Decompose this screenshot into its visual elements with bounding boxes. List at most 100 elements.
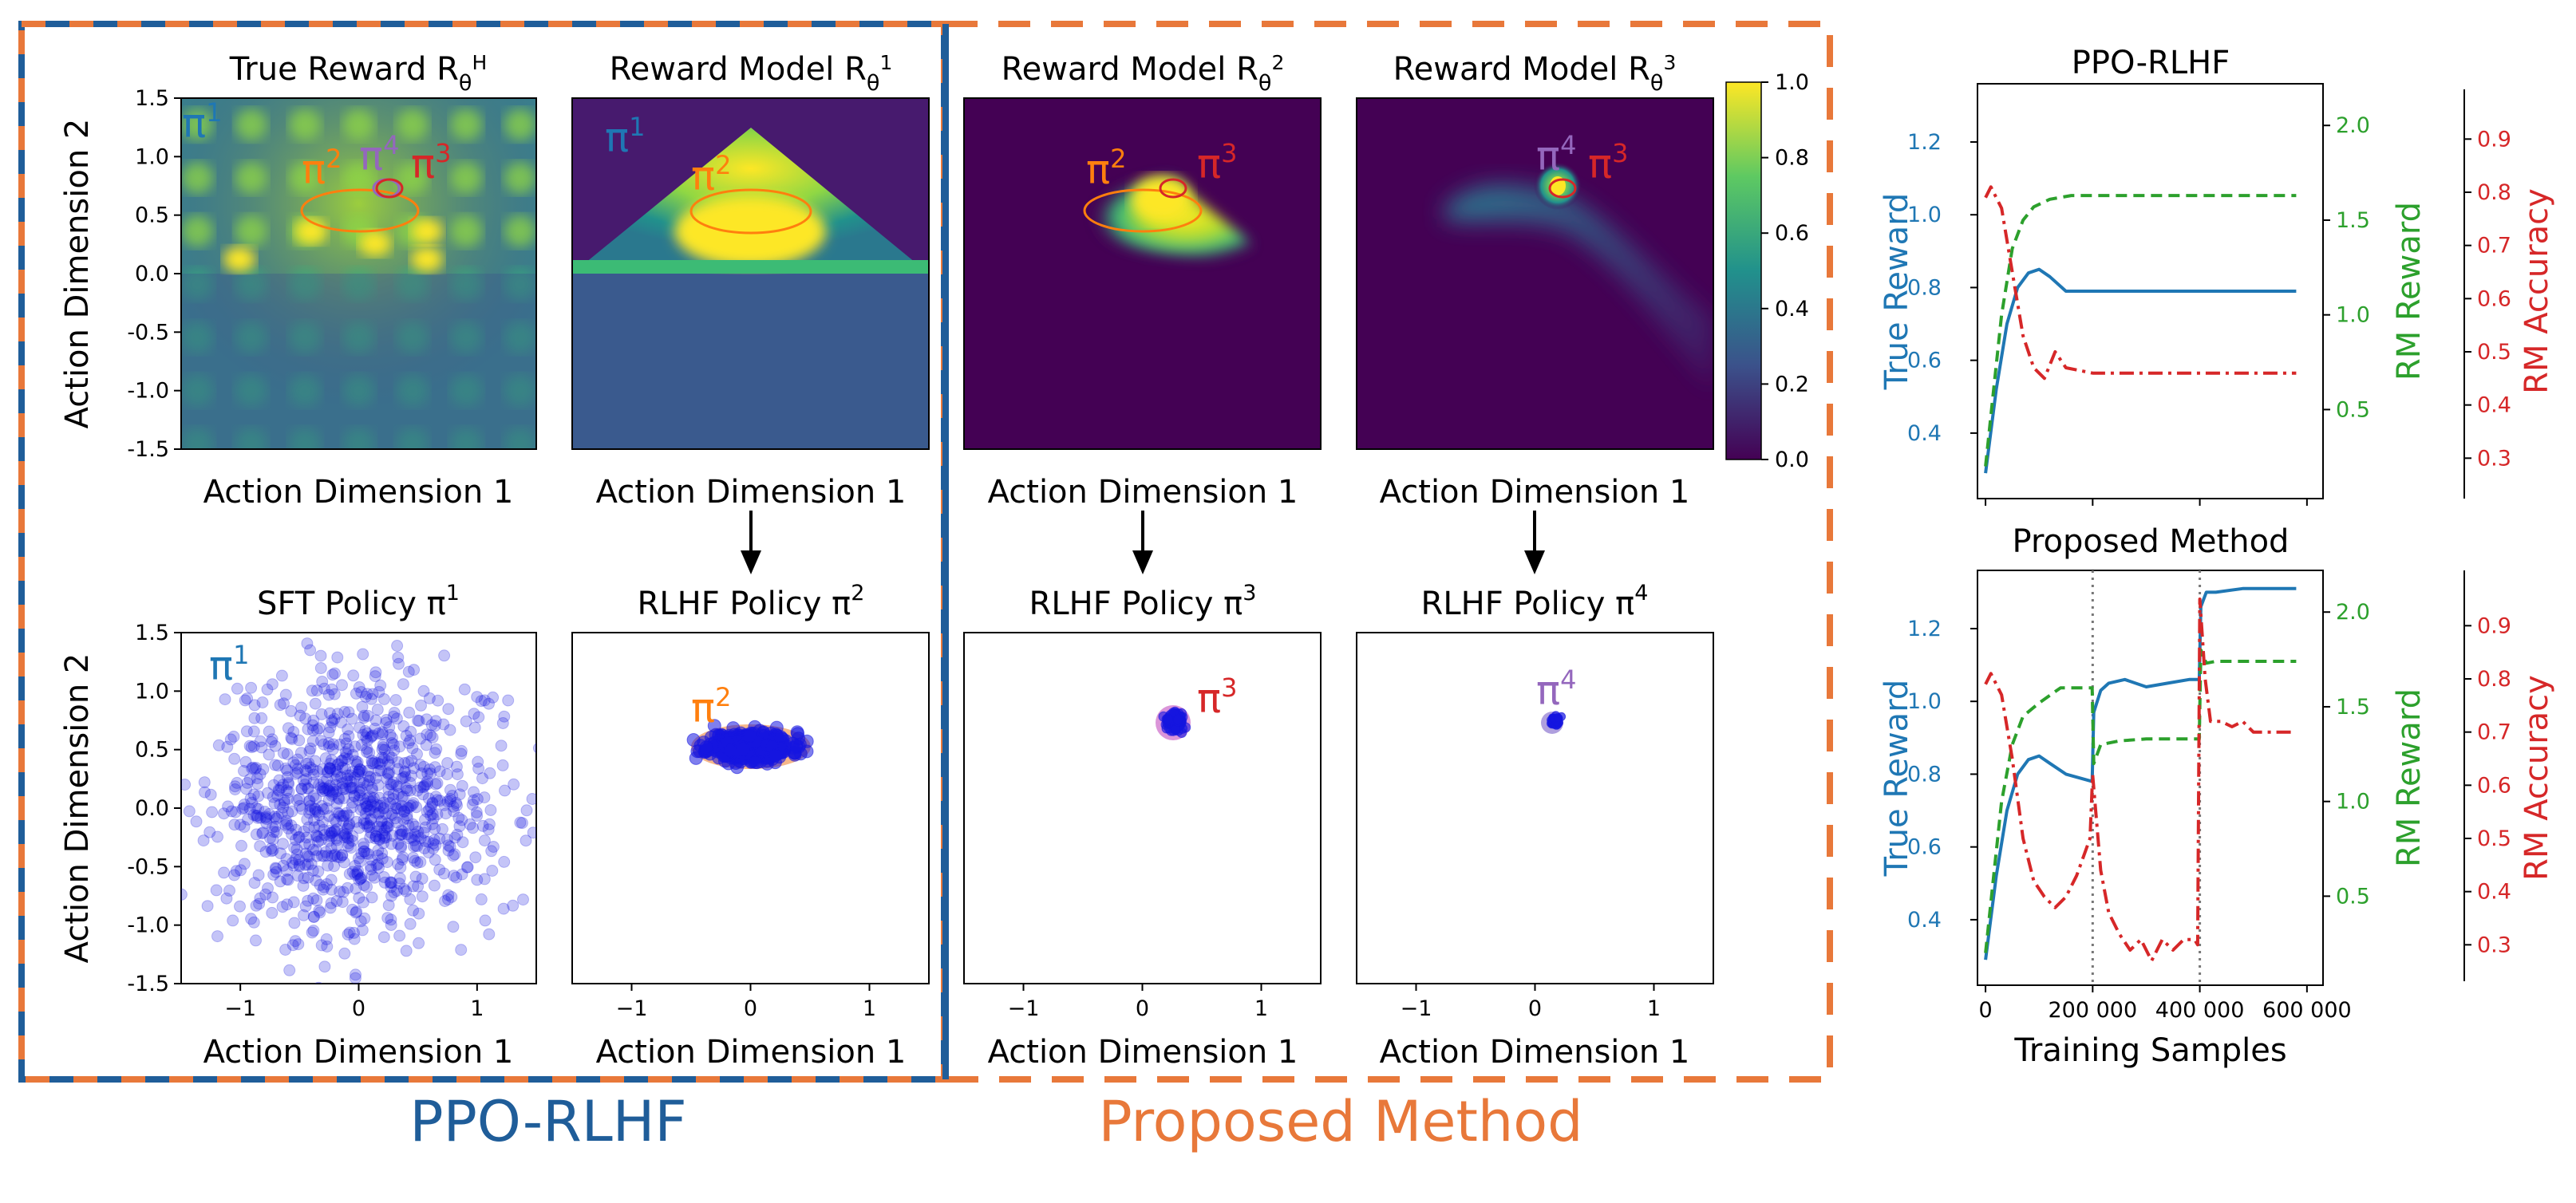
scatter-point (218, 807, 230, 820)
annot-pi4-rm3: π4 (1536, 130, 1576, 179)
scatter-point (374, 679, 387, 692)
scatter-point (334, 885, 346, 898)
scatter-point (274, 875, 286, 888)
scatter-point (384, 797, 397, 810)
scatter-point (240, 783, 253, 795)
scatter-point (310, 894, 323, 907)
scatter-point (337, 810, 350, 822)
scatter-point (365, 757, 378, 770)
scatter-point (286, 805, 298, 818)
true-reward-bump (450, 428, 483, 449)
scatter-point (373, 834, 386, 846)
scatter-point (547, 716, 559, 727)
scatter-point (268, 811, 281, 823)
scatter-point (281, 764, 294, 777)
scatter-point (376, 728, 389, 740)
true-reward-bump (450, 162, 483, 194)
scatter-point (247, 916, 260, 929)
scatter-point (354, 782, 367, 795)
arrows (741, 511, 1545, 574)
true-reward-bump (181, 162, 214, 194)
scatter-point (285, 704, 298, 717)
scatter-point (309, 755, 322, 767)
scatter-point (421, 713, 433, 726)
scatter-point (246, 762, 259, 775)
scatter-point (390, 779, 403, 792)
ytick-label-acc: 0.6 (2477, 286, 2511, 311)
scatter-point (385, 737, 398, 749)
scatter-point (447, 850, 460, 862)
xlabel-rm2: Action Dimension 1 (988, 474, 1298, 511)
scatter-point (433, 832, 446, 845)
scatter-point (372, 844, 385, 857)
scatter-point (456, 779, 468, 792)
scatter-point (375, 821, 388, 834)
scatter-point (381, 755, 394, 767)
true-reward-bump (235, 108, 267, 141)
ytick-label: 0.0 (135, 262, 169, 286)
scatter-point (372, 858, 385, 870)
scatter-point (326, 830, 338, 842)
scatter-point (417, 788, 429, 801)
scatter-point (393, 657, 405, 670)
scatter-point (285, 819, 298, 832)
scatter-point (397, 790, 410, 803)
scatter-point (250, 899, 263, 912)
scatter-point (350, 687, 362, 700)
scatter-point (267, 821, 279, 834)
scatter-point (413, 937, 425, 949)
scatter-point (498, 710, 511, 723)
title-rm2: Reward Model Rθ2 (1002, 51, 1285, 96)
scatter-point (526, 793, 536, 805)
ytick-label-rm: 2.0 (2336, 113, 2370, 138)
scatter-point (279, 944, 292, 956)
scatter-point (417, 684, 430, 697)
scatter-point (471, 691, 484, 704)
scatter-point (399, 771, 412, 783)
ytick-label-acc: 0.7 (2477, 720, 2511, 745)
scatter-point (342, 840, 354, 853)
scatter-point (358, 802, 369, 814)
scatter-point (339, 828, 352, 840)
scatter-point (371, 704, 384, 716)
scatter-point (337, 885, 350, 898)
scatter-point (360, 847, 373, 860)
ytick-label-acc: 0.3 (2477, 933, 2511, 957)
scatter-point (206, 806, 219, 818)
scatter-point (426, 808, 439, 821)
scatter-point (448, 805, 460, 818)
scatter-point (507, 899, 520, 912)
ytick-label: 1.0 (135, 144, 169, 169)
scatter-point (414, 781, 427, 794)
scatter-point (364, 795, 377, 808)
scatter-point (353, 794, 365, 807)
true-reward-bump (181, 268, 214, 301)
scatter-point (453, 788, 466, 801)
scatter-point (393, 740, 406, 753)
scatter-point (409, 870, 422, 883)
scatter-point (402, 756, 415, 768)
scatter-point (299, 763, 312, 776)
scatter-point (308, 814, 320, 826)
scatter-point (365, 782, 378, 794)
scatter-point (425, 719, 438, 732)
scatter-point (252, 803, 265, 815)
scatter-point (360, 731, 373, 743)
ytick-label-true: 1.2 (1907, 617, 1942, 641)
true-reward-bump (558, 56, 590, 88)
xtick-label: 200 000 (2049, 998, 2138, 1023)
scatter-point (348, 926, 360, 939)
scatter-point (736, 742, 750, 756)
scatter-point (275, 807, 288, 819)
ytick-label: 0.0 (135, 796, 169, 821)
scatter-point (352, 768, 365, 781)
xtick-label: 600 000 (2262, 998, 2352, 1023)
xtick-label: 400 000 (2155, 998, 2245, 1023)
scatter-point (317, 783, 330, 795)
scatter-point (218, 866, 231, 879)
scatter-point (301, 813, 314, 826)
scatter-point (345, 842, 358, 854)
scatter-point (304, 799, 317, 812)
scatter-point (325, 883, 338, 896)
scatter-point (352, 865, 365, 878)
